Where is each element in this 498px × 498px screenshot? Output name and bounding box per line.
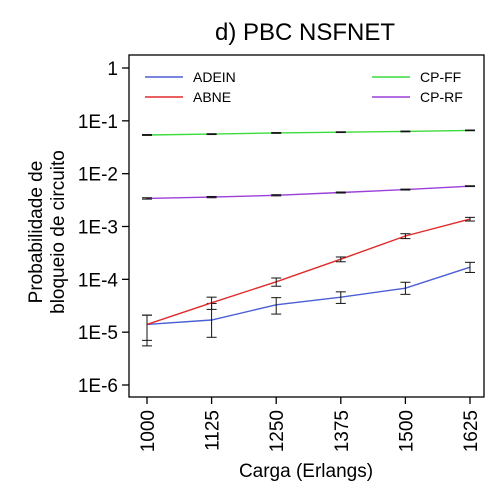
series-layer (142, 129, 475, 347)
x-tick-label: 1000 (138, 410, 159, 452)
y-tick-label: 1E-1 (78, 112, 118, 133)
error-bar (206, 133, 217, 136)
x-tick-label: 1625 (461, 410, 482, 452)
series-line (146, 218, 471, 326)
error-bar (271, 277, 282, 287)
y-axis: 1 1E-1 1E-2 1E-3 1E-4 1E-5 1E-6 (78, 59, 129, 397)
series-line (146, 266, 471, 326)
y-axis-label: Probabilidade de bloqueio de circuito (26, 150, 69, 314)
error-bar (206, 296, 217, 310)
legend-item-adein: ADEIN (145, 69, 236, 85)
error-bar (335, 191, 346, 194)
error-bar (271, 194, 282, 197)
legend-label: ADEIN (193, 69, 236, 85)
legend: ADEIN ABNE CP-FF CP-RF (145, 69, 463, 105)
plot-frame (128, 54, 485, 398)
chart-title: d) PBC NSFNET (215, 19, 395, 46)
x-axis: 1000 1125 1250 1375 1500 1625 (138, 397, 482, 452)
x-tick-label: 1500 (396, 410, 417, 452)
series-cp-rf (142, 185, 475, 200)
error-bar (400, 130, 411, 133)
legend-label: ABNE (193, 89, 231, 105)
y-tick-label: 1E-6 (78, 376, 118, 397)
y-tick-label: 1E-3 (78, 218, 118, 239)
series-abne (142, 216, 475, 341)
legend-item-cp-ff: CP-FF (372, 69, 461, 85)
x-tick-label: 1375 (332, 410, 353, 452)
error-bar (335, 256, 346, 263)
error-bar (400, 188, 411, 191)
y-axis-label-line-1: Probabilidade de (26, 161, 47, 304)
series-cp-ff (142, 129, 475, 136)
series-line (146, 129, 471, 136)
error-bar (465, 261, 475, 273)
series-adein (142, 261, 475, 347)
y-tick-label: 1 (107, 59, 118, 80)
error-bar (271, 132, 282, 134)
y-tick-label: 1E-4 (78, 270, 119, 291)
error-bar (335, 291, 346, 304)
y-tick-label: 1E-2 (78, 165, 118, 186)
x-tick-label: 1250 (267, 410, 288, 452)
error-bar (271, 297, 282, 315)
x-tick-label: 1125 (203, 410, 224, 451)
error-bar (465, 216, 475, 222)
error-bar (142, 197, 152, 200)
legend-label: CP-FF (420, 69, 461, 85)
legend-item-cp-rf: CP-RF (372, 89, 463, 105)
y-axis-label-line-2: bloqueio de circuito (48, 150, 69, 314)
y-tick-label: 1E-5 (78, 323, 118, 344)
error-bar (400, 233, 411, 240)
error-bar (400, 281, 411, 295)
error-bar (142, 134, 152, 136)
x-axis-label: Carga (Erlangs) (239, 461, 373, 482)
series-line (146, 185, 471, 200)
error-bar (142, 314, 152, 341)
error-bar (206, 195, 217, 199)
error-bar (465, 185, 475, 188)
legend-label: CP-RF (420, 89, 463, 105)
error-bar (335, 131, 346, 134)
legend-item-abne: ABNE (145, 89, 231, 105)
error-bar (465, 129, 475, 132)
